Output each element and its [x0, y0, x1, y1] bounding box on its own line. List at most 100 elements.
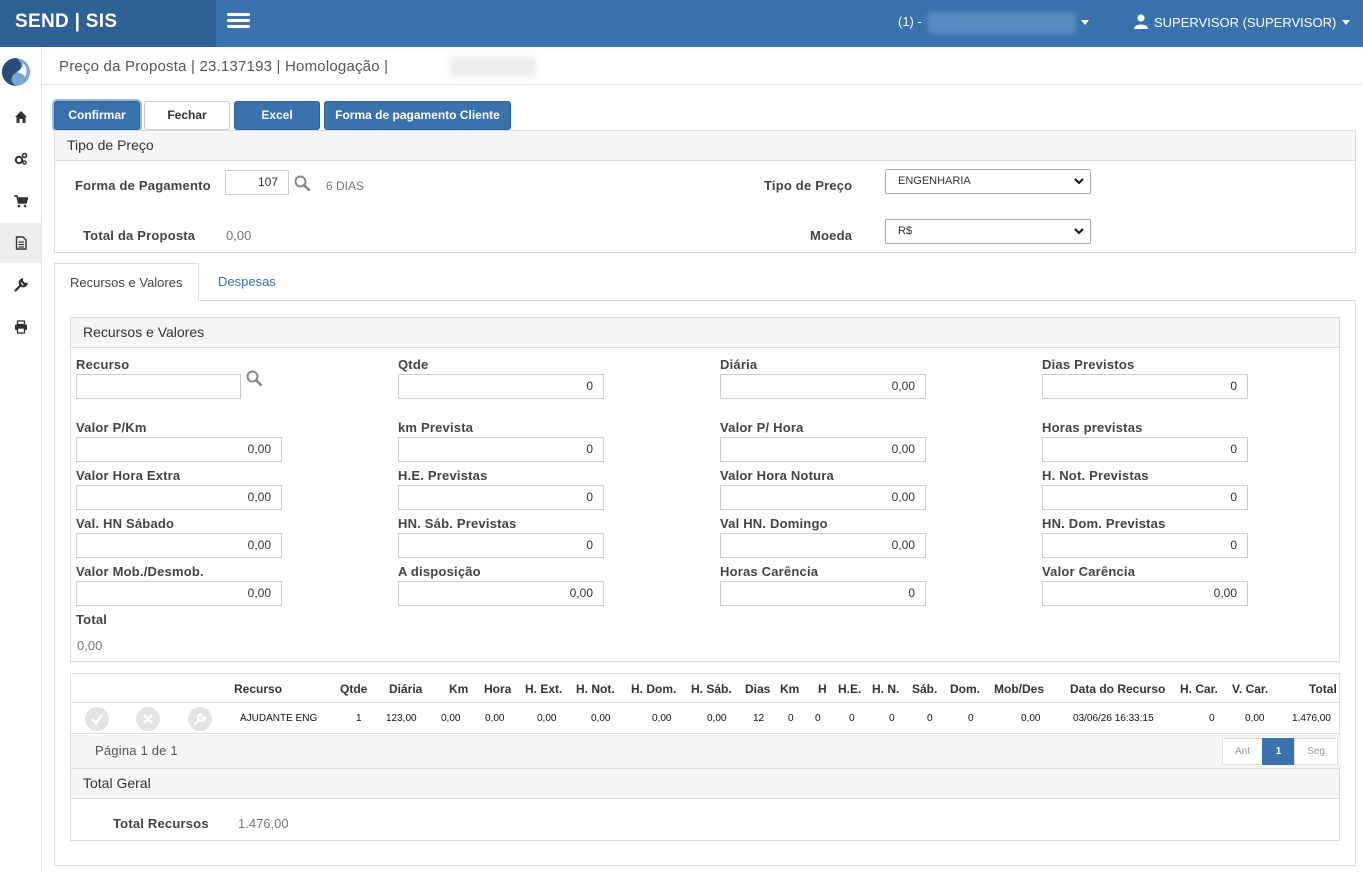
cell-he: 0 [849, 713, 855, 724]
column-header[interactable]: Km [449, 682, 469, 696]
delete-icon[interactable] [136, 707, 160, 731]
column-header[interactable]: H. Car. [1180, 682, 1219, 696]
overtime-value-input[interactable]: 0,00 [76, 485, 282, 510]
cell-date: 03/06/26 16:33:15 [1073, 713, 1154, 724]
cell-km: 0,00 [441, 713, 461, 724]
user-name: SUPERVISOR (SUPERVISOR) [1154, 15, 1337, 30]
planned-hours-input[interactable]: 0 [1042, 437, 1248, 462]
planned-sunday-night-input[interactable]: 0 [1042, 533, 1248, 558]
mobilization-value-input[interactable]: 0,00 [76, 581, 282, 606]
value-per-hour-input[interactable]: 0,00 [720, 437, 926, 462]
grid-header: Recurso Qtde Diária Km Hora H. Ext. H. N… [71, 673, 1341, 703]
grace-value-input[interactable]: 0,00 [1042, 581, 1248, 606]
column-header[interactable]: Recurso [234, 682, 283, 696]
confirm-button[interactable]: Confirmar [54, 101, 140, 130]
page-title: Preço da Proposta | 23.137193 | Homologa… [59, 58, 389, 75]
cell-hn: 0 [889, 713, 895, 724]
user-menu[interactable]: SUPERVISOR (SUPERVISOR) [1134, 14, 1351, 30]
column-header[interactable]: H. Not. [576, 682, 615, 696]
column-header[interactable]: Data do Recurso [1070, 682, 1166, 696]
currency-label: Moeda [810, 228, 853, 243]
column-header[interactable]: Dom. [950, 682, 980, 696]
close-button[interactable]: Fechar [144, 101, 230, 130]
sidebar-item-tools[interactable] [0, 265, 41, 305]
column-header[interactable]: H. N. [872, 682, 900, 696]
value-per-hour-label: Valor P/ Hora [720, 420, 804, 435]
column-header[interactable]: H. Sáb. [691, 682, 732, 696]
value-per-km-input[interactable]: 0,00 [76, 437, 282, 462]
approve-icon[interactable] [85, 707, 109, 731]
planned-km-input[interactable]: 0 [398, 437, 604, 462]
previous-page-button[interactable]: Ant [1222, 738, 1263, 765]
chevron-down-icon [1074, 228, 1084, 235]
column-header[interactable]: H. Dom. [631, 682, 677, 696]
total-value: 0,00 [77, 638, 103, 653]
saturday-night-value-input[interactable]: 0,00 [76, 533, 282, 558]
on-call-input[interactable]: 0,00 [398, 581, 604, 606]
cell-grace-hours: 0 [1209, 713, 1215, 724]
quantity-input[interactable]: 0 [398, 374, 604, 399]
cell-overtime: 0,00 [537, 713, 557, 724]
shopping-cart-icon [13, 195, 28, 208]
column-header[interactable]: H. Ext. [525, 682, 563, 696]
resource-input[interactable] [76, 374, 241, 399]
saturday-night-value-label: Val. HN Sábado [76, 516, 175, 531]
brand-logo[interactable]: SEND | SIS [0, 0, 216, 47]
table-row[interactable]: AJUDANTE ENG 1 123,00 0,00 0,00 0,00 0,0… [71, 703, 1341, 734]
sidebar-item-settings[interactable] [0, 139, 41, 179]
grace-hours-label: Horas Carência [720, 564, 819, 579]
price-type-label: Tipo de Preço [764, 178, 853, 193]
sidebar-item-cart[interactable] [0, 181, 41, 221]
column-header[interactable]: Dias [745, 682, 771, 696]
company-selector-label[interactable]: (1) - [898, 14, 922, 29]
column-header[interactable]: Qtde [340, 682, 368, 696]
excel-button[interactable]: Excel [234, 101, 320, 130]
sidebar-item-home[interactable] [0, 97, 41, 137]
panel-title: Total Geral [71, 769, 1339, 799]
search-icon[interactable] [294, 175, 310, 191]
column-header[interactable]: H [818, 682, 827, 696]
night-hour-value-input[interactable]: 0,00 [720, 485, 926, 510]
planned-days-input[interactable]: 0 [1042, 374, 1248, 399]
column-header[interactable]: Diária [389, 682, 423, 696]
wrench-icon[interactable] [188, 707, 212, 731]
cell-h: 0 [815, 713, 821, 724]
chevron-down-icon [1074, 178, 1084, 185]
currency-select[interactable]: R$ [885, 219, 1091, 244]
planned-night-hours-input[interactable]: 0 [1042, 485, 1248, 510]
column-header[interactable]: Sáb. [912, 682, 938, 696]
planned-overtime-input[interactable]: 0 [398, 485, 604, 510]
tab-expenses[interactable]: Despesas [218, 274, 276, 289]
sunday-night-value-input[interactable]: 0,00 [720, 533, 926, 558]
search-icon[interactable] [246, 370, 262, 386]
daily-rate-input[interactable]: 0,00 [720, 374, 926, 399]
planned-night-hours-label: H. Not. Previstas [1042, 468, 1149, 483]
payment-method-button[interactable]: Forma de pagamento Cliente [324, 101, 511, 130]
sidebar-item-documents[interactable] [0, 223, 41, 263]
planned-saturday-night-input[interactable]: 0 [398, 533, 604, 558]
cell-daily: 123,00 [386, 713, 417, 724]
cell-qty: 1 [356, 713, 362, 724]
price-type-value: ENGENHARIA [898, 175, 971, 187]
printer-icon [14, 320, 27, 334]
tab-resources-values[interactable]: Recursos e Valores [54, 263, 199, 301]
column-header[interactable]: H.E. [838, 682, 862, 696]
payment-method-input[interactable]: 107 [225, 170, 289, 195]
price-type-select[interactable]: ENGENHARIA [885, 169, 1091, 194]
planned-hours-label: Horas previstas [1042, 420, 1143, 435]
chevron-down-icon[interactable] [1081, 20, 1089, 25]
app-logo-icon[interactable] [1, 57, 31, 87]
column-header[interactable]: Km [780, 682, 800, 696]
column-header[interactable]: Hora [484, 682, 512, 696]
column-header[interactable]: Total [1309, 682, 1337, 696]
menu-toggle-icon[interactable] [227, 13, 250, 29]
page-1-button[interactable]: 1 [1262, 738, 1295, 765]
cell-grace-value: 0,00 [1245, 713, 1265, 724]
sidebar-item-print[interactable] [0, 307, 41, 347]
company-selector-value[interactable] [928, 12, 1076, 34]
next-page-button[interactable]: Seg [1294, 738, 1338, 765]
column-header[interactable]: Mob/Des [994, 682, 1045, 696]
grace-hours-input[interactable]: 0 [720, 581, 926, 606]
tab-bar: Recursos e Valores Despesas [54, 263, 1356, 301]
column-header[interactable]: V. Car. [1232, 682, 1269, 696]
